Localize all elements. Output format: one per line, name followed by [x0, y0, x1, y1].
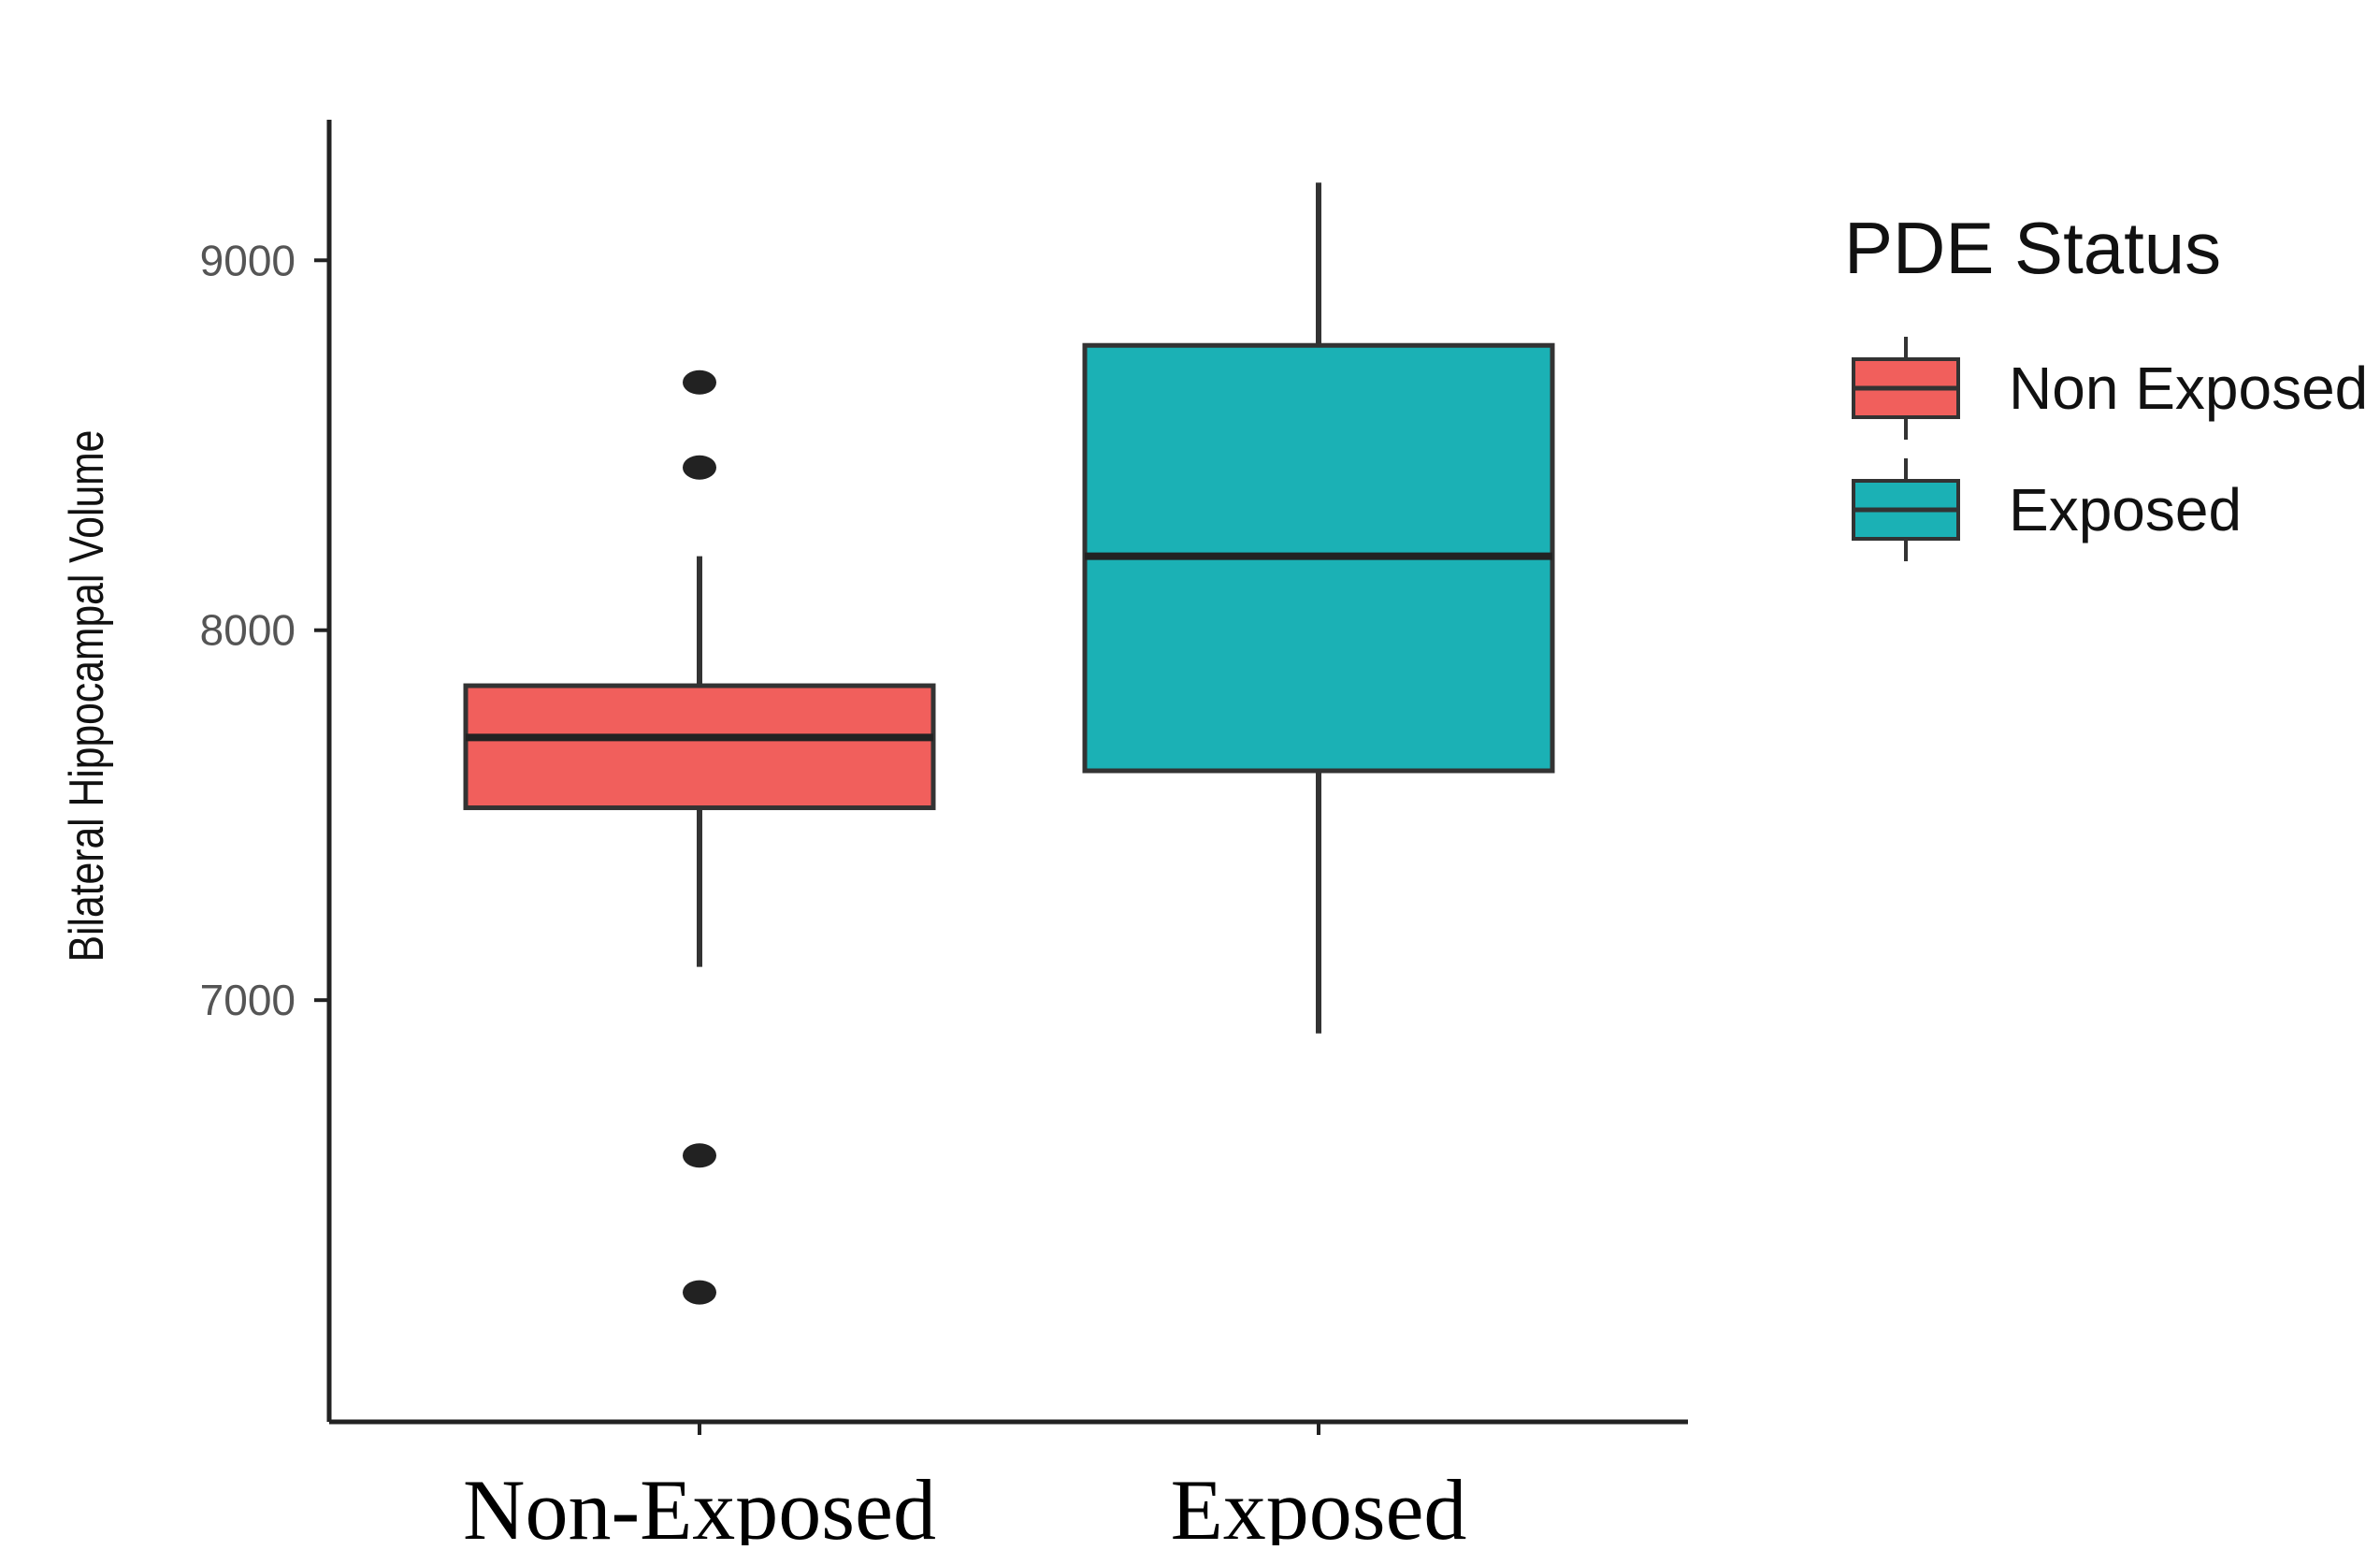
legend-label: Exposed [2009, 476, 2242, 543]
axes-layer [314, 120, 1688, 1435]
outlier-point [683, 1143, 716, 1168]
outlier-point [683, 369, 716, 395]
y-axis-title: Bilateral Hippocampal Volume [60, 430, 114, 963]
legend-title: PDE Status [1844, 207, 2221, 289]
box-non-exposed [463, 369, 936, 1305]
box-exposed [1082, 182, 1555, 1034]
outlier-point [683, 1280, 716, 1305]
x-tick-label: Exposed [1171, 1462, 1467, 1545]
legend-entry: Exposed [1852, 458, 2242, 561]
x-tick-label: Non-Exposed [463, 1462, 936, 1545]
box-body [463, 683, 936, 811]
marks-layer [463, 182, 1555, 1305]
y-tick-label: 7000 [200, 976, 296, 1024]
legend-entry: Non Exposed [1852, 337, 2368, 440]
outlier-point [683, 455, 716, 480]
labels-layer: 7000 8000 9000 Bilateral Hippocampal Volume… [60, 236, 1467, 1550]
legend-label: Non Exposed [2009, 355, 2368, 422]
y-tick-label: 9000 [200, 236, 296, 284]
legend: PDE Status Non Exposed Exposed [1844, 207, 2368, 561]
y-tick-label: 8000 [200, 606, 296, 655]
